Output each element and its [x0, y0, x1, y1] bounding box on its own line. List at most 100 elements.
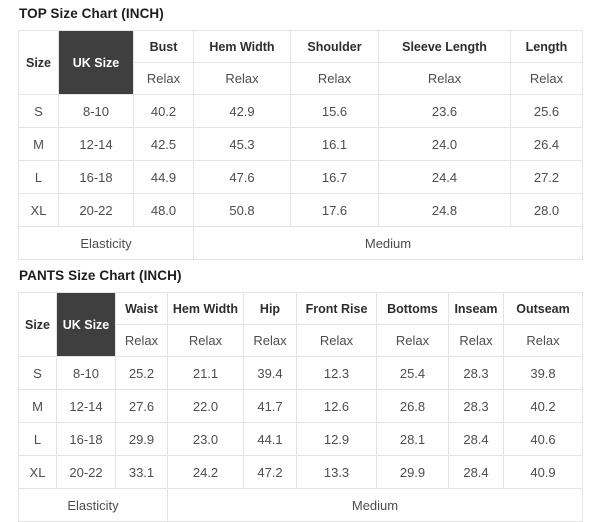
relax-subheader-cell: Relax [243, 324, 297, 357]
uk-size-header-cell: UK Size [58, 30, 134, 95]
measurement-value-cell: 28.3 [448, 356, 504, 390]
measurement-value-cell: 25.4 [376, 356, 449, 390]
measurement-value-cell: 40.9 [503, 455, 583, 489]
size-value-cell: XL [18, 455, 57, 489]
table-header-row: Size UK Size Waist Hem Width Hip Front R… [18, 292, 583, 357]
measurement-value-cell: 47.6 [193, 160, 291, 194]
measurement-value-cell: 27.6 [115, 389, 168, 423]
size-value-cell: S [18, 94, 59, 128]
top-size-chart-title: TOP Size Chart (INCH) [19, 6, 164, 21]
column-header-hem-width: Hem Width [193, 30, 291, 63]
measurement-value-cell: 23.6 [378, 94, 511, 128]
column-header-sleeve-length: Sleeve Length [378, 30, 511, 63]
relax-subheader-cell: Relax [296, 324, 377, 357]
size-value-cell: M [18, 389, 57, 423]
measurement-value-cell: 12.3 [296, 356, 377, 390]
uk-size-value-cell: 8-10 [58, 94, 134, 128]
measurement-value-cell: 24.8 [378, 193, 511, 227]
measurement-value-cell: 40.2 [503, 389, 583, 423]
measurement-value-cell: 28.1 [376, 422, 449, 456]
column-header-inseam: Inseam [448, 292, 504, 325]
column-header-waist: Waist [115, 292, 168, 325]
relax-subheader-cell: Relax [167, 324, 244, 357]
measurement-value-cell: 39.8 [503, 356, 583, 390]
table-footer-row: Elasticity Medium [18, 226, 583, 260]
relax-subheader-cell: Relax [115, 324, 168, 357]
relax-subheader-cell: Relax [290, 62, 379, 95]
measurement-value-cell: 13.3 [296, 455, 377, 489]
measurement-value-cell: 24.4 [378, 160, 511, 194]
measurement-value-cell: 28.3 [448, 389, 504, 423]
uk-size-value-cell: 16-18 [56, 422, 116, 456]
table-row: L 16-18 29.9 23.0 44.1 12.9 28.1 28.4 40… [18, 422, 583, 456]
measurement-value-cell: 27.2 [510, 160, 583, 194]
uk-size-value-cell: 8-10 [56, 356, 116, 390]
elasticity-value-cell: Medium [193, 226, 583, 260]
measurement-value-cell: 21.1 [167, 356, 244, 390]
table-header-row: Size UK Size Bust Hem Width Shoulder Sle… [18, 30, 583, 95]
relax-subheader-cell: Relax [503, 324, 583, 357]
measurement-value-cell: 29.9 [115, 422, 168, 456]
table-row: M 12-14 42.5 45.3 16.1 24.0 26.4 [18, 127, 583, 161]
measurement-value-cell: 48.0 [133, 193, 194, 227]
table-row: S 8-10 25.2 21.1 39.4 12.3 25.4 28.3 39.… [18, 356, 583, 390]
size-header-cell: Size [18, 30, 59, 95]
column-header-bust: Bust [133, 30, 194, 63]
relax-subheader-cell: Relax [376, 324, 449, 357]
measurement-value-cell: 28.0 [510, 193, 583, 227]
measurement-value-cell: 45.3 [193, 127, 291, 161]
measurement-value-cell: 40.6 [503, 422, 583, 456]
size-value-cell: XL [18, 193, 59, 227]
relax-subheader-cell: Relax [510, 62, 583, 95]
measurement-value-cell: 16.7 [290, 160, 379, 194]
measurement-value-cell: 22.0 [167, 389, 244, 423]
measurement-value-cell: 47.2 [243, 455, 297, 489]
measurement-value-cell: 42.5 [133, 127, 194, 161]
size-value-cell: L [18, 160, 59, 194]
uk-size-value-cell: 16-18 [58, 160, 134, 194]
measurement-value-cell: 44.1 [243, 422, 297, 456]
measurement-value-cell: 44.9 [133, 160, 194, 194]
measurement-value-cell: 17.6 [290, 193, 379, 227]
size-value-cell: L [18, 422, 57, 456]
measurement-value-cell: 24.0 [378, 127, 511, 161]
measurement-value-cell: 12.6 [296, 389, 377, 423]
size-value-cell: S [18, 356, 57, 390]
measurement-value-cell: 23.0 [167, 422, 244, 456]
measurement-value-cell: 28.4 [448, 455, 504, 489]
size-header-cell: Size [18, 292, 57, 357]
column-header-shoulder: Shoulder [290, 30, 379, 63]
measurement-value-cell: 25.6 [510, 94, 583, 128]
measurement-value-cell: 12.9 [296, 422, 377, 456]
relax-subheader-cell: Relax [133, 62, 194, 95]
elasticity-label-cell: Elasticity [18, 488, 168, 522]
pants-size-chart-title: PANTS Size Chart (INCH) [19, 268, 182, 283]
relax-subheader-cell: Relax [193, 62, 291, 95]
size-value-cell: M [18, 127, 59, 161]
pants-size-chart-table: Size UK Size Waist Hem Width Hip Front R… [18, 292, 583, 522]
elasticity-value-cell: Medium [167, 488, 583, 522]
column-header-hip: Hip [243, 292, 297, 325]
relax-subheader-cell: Relax [448, 324, 504, 357]
measurement-value-cell: 15.6 [290, 94, 379, 128]
column-header-bottoms: Bottoms [376, 292, 449, 325]
uk-size-value-cell: 20-22 [56, 455, 116, 489]
measurement-value-cell: 40.2 [133, 94, 194, 128]
table-row: S 8-10 40.2 42.9 15.6 23.6 25.6 [18, 94, 583, 128]
measurement-value-cell: 25.2 [115, 356, 168, 390]
measurement-value-cell: 24.2 [167, 455, 244, 489]
relax-subheader-cell: Relax [378, 62, 511, 95]
measurement-value-cell: 28.4 [448, 422, 504, 456]
measurement-value-cell: 26.4 [510, 127, 583, 161]
measurement-value-cell: 39.4 [243, 356, 297, 390]
uk-size-header-cell: UK Size [56, 292, 116, 357]
top-size-chart-table: Size UK Size Bust Hem Width Shoulder Sle… [18, 30, 583, 260]
column-header-hem-width: Hem Width [167, 292, 244, 325]
table-row: L 16-18 44.9 47.6 16.7 24.4 27.2 [18, 160, 583, 194]
column-header-front-rise: Front Rise [296, 292, 377, 325]
elasticity-label-cell: Elasticity [18, 226, 194, 260]
column-header-length: Length [510, 30, 583, 63]
uk-size-value-cell: 12-14 [56, 389, 116, 423]
measurement-value-cell: 33.1 [115, 455, 168, 489]
